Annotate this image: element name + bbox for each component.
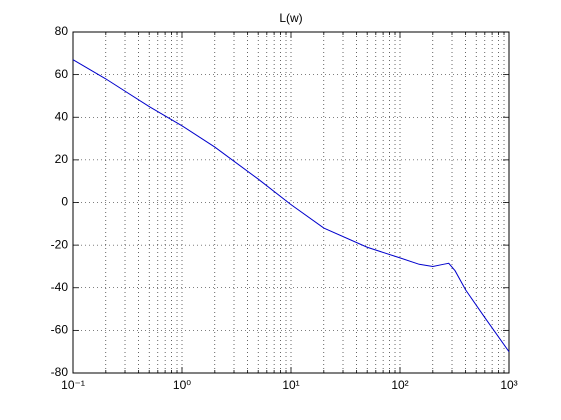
x-tick-label: 10² bbox=[391, 378, 408, 392]
axes-frame bbox=[72, 31, 510, 374]
x-tick-label: 10³ bbox=[500, 378, 517, 392]
x-tick-label: 10⁻¹ bbox=[61, 378, 85, 392]
y-tick-label: -20 bbox=[51, 237, 69, 251]
y-tick-label: 20 bbox=[55, 152, 69, 166]
y-tick-label: -40 bbox=[51, 280, 69, 294]
x-tick-label: 10¹ bbox=[282, 378, 299, 392]
y-tick-label: -60 bbox=[51, 323, 69, 337]
y-tick-label: 0 bbox=[61, 195, 68, 209]
y-tick-label: 80 bbox=[55, 24, 69, 38]
data-line bbox=[72, 59, 510, 352]
y-tick-label: 60 bbox=[55, 67, 69, 81]
x-tick-label: 10⁰ bbox=[173, 378, 191, 392]
y-tick-label: -80 bbox=[51, 365, 69, 379]
y-tick-label: 40 bbox=[55, 109, 69, 123]
chart-title: L(w) bbox=[279, 11, 302, 25]
